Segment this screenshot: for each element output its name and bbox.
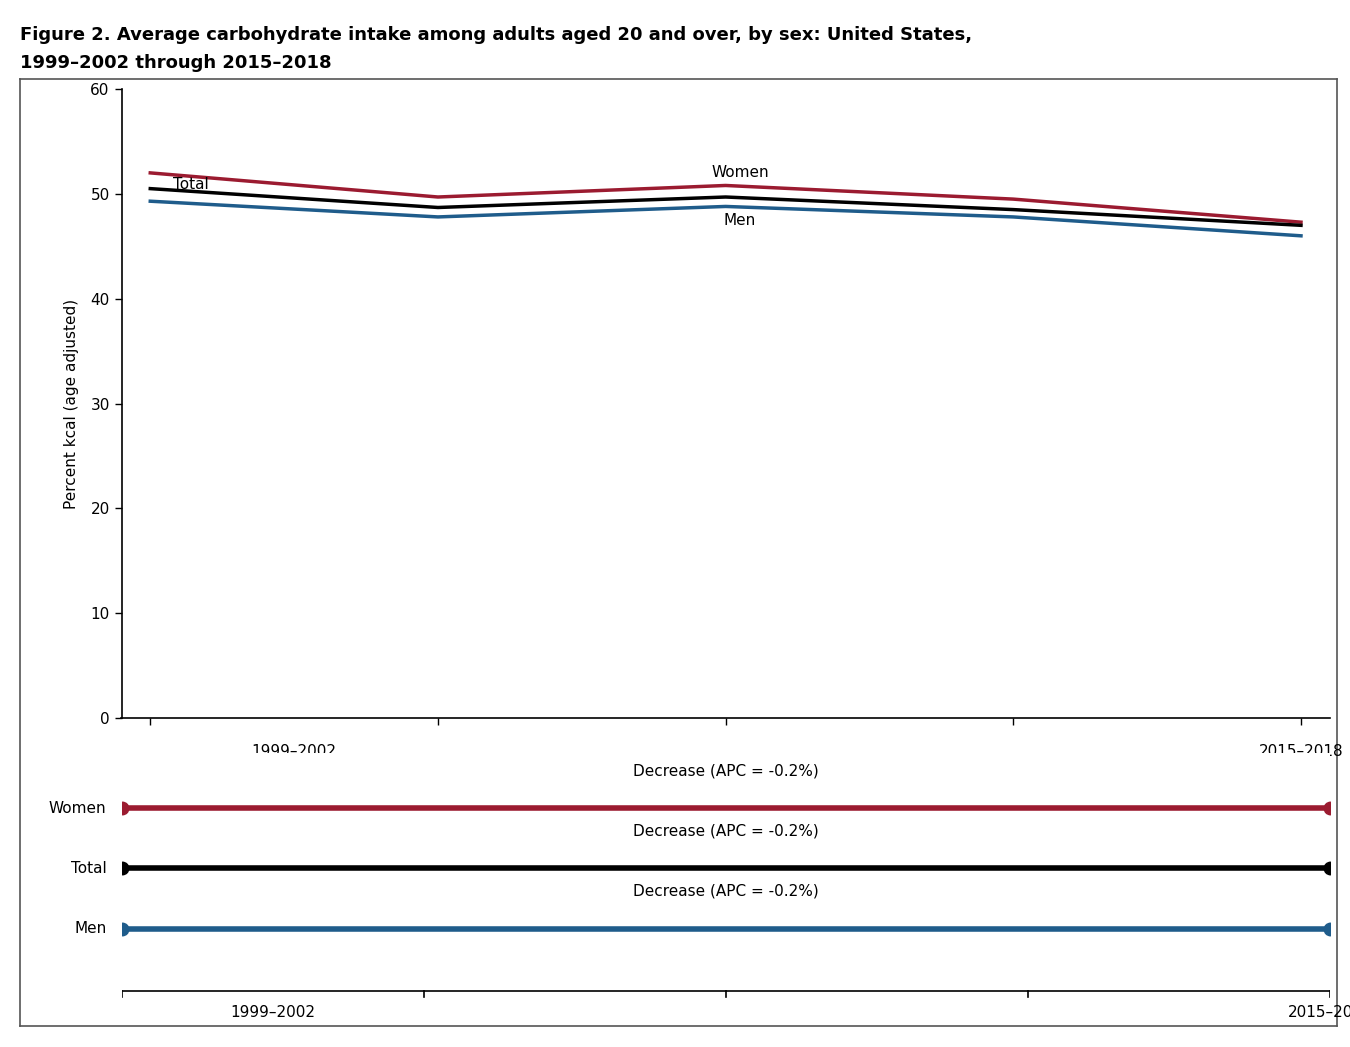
Text: Decrease (APC = -0.2%): Decrease (APC = -0.2%) [633,763,818,778]
Text: Total: Total [70,861,107,876]
Text: Women: Women [49,801,107,816]
Text: 1999–2002 through 2015–2018: 1999–2002 through 2015–2018 [20,54,332,72]
Text: Decrease (APC = -0.2%): Decrease (APC = -0.2%) [633,823,818,839]
Text: Men: Men [724,213,756,228]
Text: Figure 2. Average carbohydrate intake among adults aged 20 and over, by sex: Uni: Figure 2. Average carbohydrate intake am… [20,26,972,44]
Y-axis label: Percent kcal (age adjusted): Percent kcal (age adjusted) [65,298,80,509]
Text: Decrease (APC = -0.2%): Decrease (APC = -0.2%) [633,884,818,898]
Text: Men: Men [74,921,107,936]
Text: Women: Women [711,165,768,180]
Text: 2015–2018: 2015–2018 [1288,1005,1350,1020]
Text: 1999–2002: 1999–2002 [230,1005,315,1020]
Text: 2015–2018: 2015–2018 [1258,744,1343,759]
Text: 1999–2002: 1999–2002 [251,744,336,759]
Text: Total: Total [173,177,209,192]
